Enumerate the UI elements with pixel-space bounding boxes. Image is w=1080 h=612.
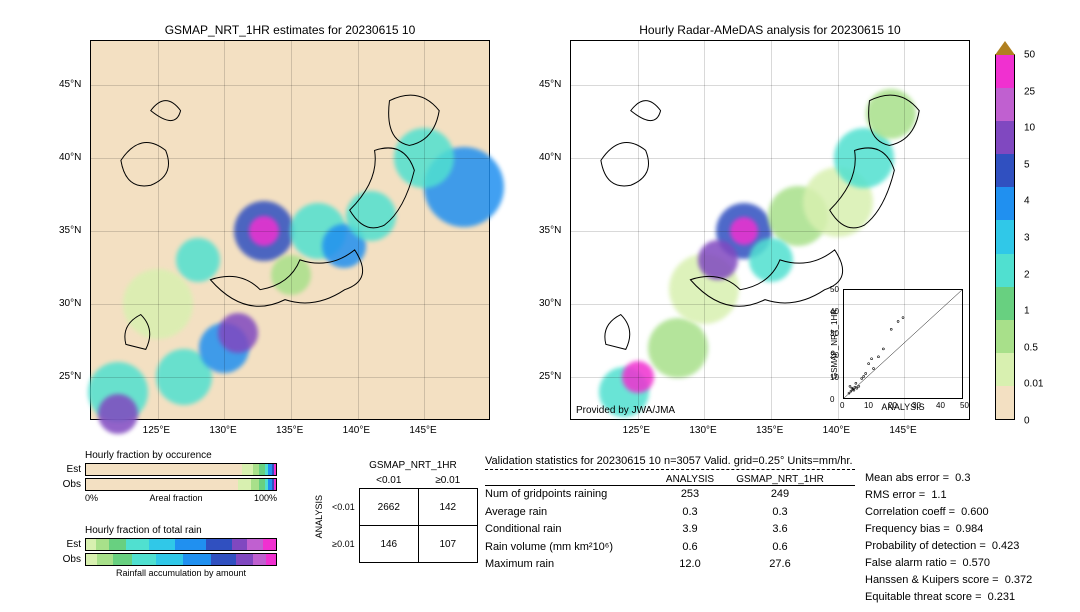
colorbar-tick: 25: [1024, 86, 1035, 97]
colorbar-tick: 0: [1024, 416, 1030, 427]
lon-tick-label: 140°E: [823, 425, 850, 436]
error-stat: Equitable threat score = 0.231: [865, 589, 1032, 606]
contingency-title: GSMAP_NRT_1HR: [348, 460, 478, 471]
provided-by-label: Provided by JWA/JMA: [576, 405, 675, 416]
error-stat: RMS error = 1.1: [865, 487, 1032, 504]
stats-row: Maximum rain12.027.6: [485, 556, 855, 574]
map-gsmap: GSMAP_NRT_1HR estimates for 20230615 10 …: [90, 40, 490, 420]
colorbar-tick: 0.01: [1024, 379, 1043, 390]
occurrence-title: Hourly fraction by occurence: [85, 450, 277, 461]
contingency-table: GSMAP_NRT_1HR ANALYSIS <0.01 ≥0.01 <0.01…: [310, 460, 478, 563]
totalrain-title: Hourly fraction of total rain: [85, 525, 277, 536]
lat-tick-label: 40°N: [539, 152, 561, 163]
stats-title: Validation statistics for 20230615 10 n=…: [485, 455, 855, 470]
lon-tick-label: 145°E: [889, 425, 916, 436]
stats-panel: Validation statistics for 20230615 10 n=…: [485, 455, 855, 574]
stats-row: Conditional rain3.93.6: [485, 521, 855, 539]
bar-row: Obs: [55, 478, 277, 491]
map-radar: Hourly Radar-AMeDAS analysis for 2023061…: [570, 40, 970, 420]
lat-tick-label: 40°N: [59, 152, 81, 163]
colorbar-over-arrow: [995, 41, 1015, 55]
lon-tick-label: 130°E: [209, 425, 236, 436]
lat-tick-label: 35°N: [539, 225, 561, 236]
error-stat: Correlation coeff = 0.600: [865, 504, 1032, 521]
map-gsmap-title: GSMAP_NRT_1HR estimates for 20230615 10: [165, 23, 416, 37]
lat-tick-label: 30°N: [539, 298, 561, 309]
error-stat: Mean abs error = 0.3: [865, 470, 1032, 487]
lon-tick-label: 140°E: [343, 425, 370, 436]
stats-row: Num of gridpoints raining253249: [485, 486, 855, 504]
lat-tick-label: 25°N: [539, 371, 561, 382]
error-stat: Hanssen & Kuipers score = 0.372: [865, 572, 1032, 589]
lon-tick-label: 135°E: [276, 425, 303, 436]
lat-tick-label: 45°N: [59, 79, 81, 90]
lat-tick-label: 30°N: [59, 298, 81, 309]
colorbar: 00.010.512345102550: [995, 54, 1015, 420]
bar-row: Obs: [55, 553, 277, 566]
lat-tick-label: 45°N: [539, 79, 561, 90]
lon-tick-label: 125°E: [623, 425, 650, 436]
bar-row: Est: [55, 538, 277, 551]
error-stat: Frequency bias = 0.984: [865, 521, 1032, 538]
error-stat: False alarm ratio = 0.570: [865, 555, 1032, 572]
totalrain-bars: Hourly fraction of total rain EstObs Rai…: [55, 525, 277, 578]
lon-tick-label: 135°E: [756, 425, 783, 436]
stats-row: Rain volume (mm km²10⁶)0.60.6: [485, 539, 855, 557]
lon-tick-label: 130°E: [689, 425, 716, 436]
lon-tick-label: 125°E: [143, 425, 170, 436]
colorbar-tick: 2: [1024, 269, 1030, 280]
error-stats: Mean abs error = 0.3RMS error = 1.1Corre…: [865, 470, 1032, 606]
colorbar-tick: 3: [1024, 233, 1030, 244]
colorbar-tick: 50: [1024, 50, 1035, 61]
lon-tick-label: 145°E: [409, 425, 436, 436]
colorbar-tick: 4: [1024, 196, 1030, 207]
bar-row: Est: [55, 463, 277, 476]
lat-tick-label: 25°N: [59, 371, 81, 382]
figure-container: GSMAP_NRT_1HR estimates for 20230615 10 …: [10, 10, 1070, 602]
error-stat: Probability of detection = 0.423: [865, 538, 1032, 555]
colorbar-tick: 5: [1024, 159, 1030, 170]
map-radar-title: Hourly Radar-AMeDAS analysis for 2023061…: [639, 23, 900, 37]
stats-row: Average rain0.30.3: [485, 504, 855, 522]
colorbar-tick: 0.5: [1024, 342, 1038, 353]
occurrence-bars: Hourly fraction by occurence EstObs 0% A…: [55, 450, 277, 503]
lat-tick-label: 35°N: [59, 225, 81, 236]
scatter-inset: ANALYSIS GSMAP_NRT_1HR 00101020203030404…: [843, 289, 963, 399]
colorbar-tick: 1: [1024, 306, 1030, 317]
colorbar-tick: 10: [1024, 123, 1035, 134]
